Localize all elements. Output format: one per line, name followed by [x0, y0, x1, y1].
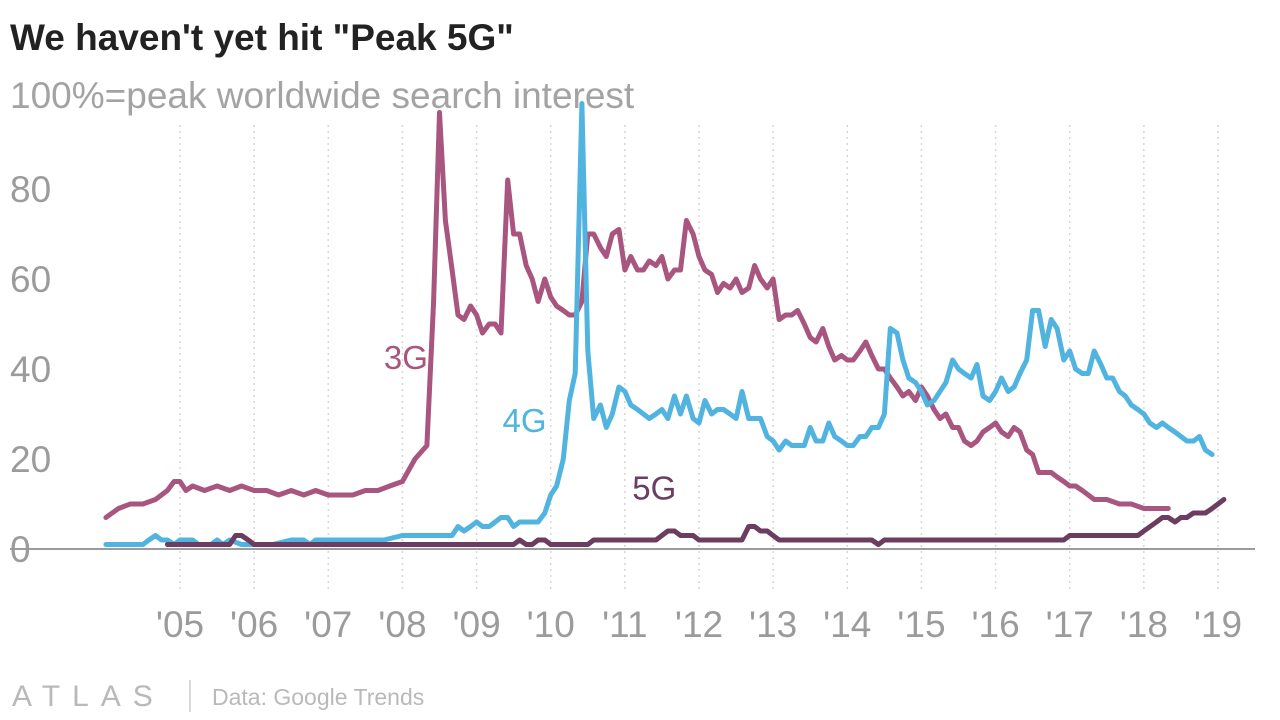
series-label-4g: 4G: [503, 402, 547, 439]
y-tick-label: 40: [10, 349, 51, 390]
y-tick-label: 80: [10, 169, 51, 210]
x-tick-label: '08: [378, 604, 426, 645]
series-label-5g: 5G: [632, 470, 676, 507]
x-tick-label: '06: [230, 604, 278, 645]
footer-brand-logo: ATLAS: [12, 680, 165, 713]
x-axis-ticks: '05 '06 '07 '08 '09 '10 '11 '12 '13 '14 '15 '16 '17 '…: [156, 604, 1242, 645]
footer-source: Data: Google Trends: [212, 684, 424, 710]
series-line-5g: [164, 497, 1227, 547]
series-line-3g: [103, 110, 1171, 520]
series-labels: 3G 4G 5G: [384, 339, 676, 507]
x-tick-label: '13: [749, 604, 797, 645]
series-label-3g: 3G: [384, 339, 428, 376]
x-tick-label: '07: [304, 604, 352, 645]
footer: ATLAS Data: Google Trends: [12, 680, 424, 713]
y-tick-label: 20: [10, 439, 51, 480]
series-lines: [103, 101, 1227, 547]
x-tick-label: '15: [897, 604, 945, 645]
x-tick-label: '11: [602, 604, 647, 645]
x-tick-label: '16: [971, 604, 1019, 645]
x-tick-label: '05: [156, 604, 204, 645]
x-tick-label: '17: [1046, 604, 1094, 645]
x-tick-label: '12: [675, 604, 723, 645]
chart-subtitle: 100%=peak worldwide search interest: [10, 75, 635, 116]
x-tick-label: '18: [1120, 604, 1168, 645]
x-tick-label: '10: [527, 604, 575, 645]
series-line-4g: [103, 101, 1215, 547]
chart-title: We haven't yet hit "Peak 5G": [10, 17, 514, 58]
x-tick-label: '09: [452, 604, 500, 645]
y-tick-label: 60: [10, 259, 51, 300]
x-tick-label: '19: [1194, 604, 1242, 645]
x-tick-label: '14: [823, 604, 871, 645]
